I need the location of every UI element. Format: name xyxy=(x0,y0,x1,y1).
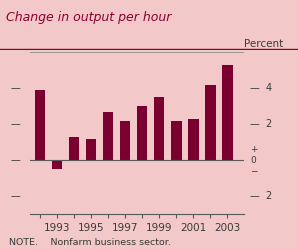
Bar xyxy=(205,85,215,160)
Text: +
0
−: + 0 − xyxy=(250,145,257,175)
Bar xyxy=(222,65,233,160)
Text: —: — xyxy=(10,83,20,93)
Bar xyxy=(35,90,45,160)
Bar xyxy=(137,106,148,160)
Text: —  2: — 2 xyxy=(250,119,272,129)
Bar xyxy=(69,137,79,160)
Bar xyxy=(154,97,164,160)
Bar xyxy=(188,119,198,160)
Text: —  2: — 2 xyxy=(250,191,272,201)
Bar xyxy=(86,139,96,160)
Bar xyxy=(171,121,181,160)
Text: —: — xyxy=(10,191,20,201)
Text: —: — xyxy=(10,155,20,165)
Bar xyxy=(52,160,62,169)
Text: NOTE.  Nonfarm business sector.: NOTE. Nonfarm business sector. xyxy=(9,238,171,247)
Bar xyxy=(120,121,131,160)
Text: —: — xyxy=(10,119,20,129)
Text: —  4: — 4 xyxy=(250,83,272,93)
Text: Change in output per hour: Change in output per hour xyxy=(6,11,171,24)
Text: Percent: Percent xyxy=(244,39,283,49)
Bar xyxy=(103,112,114,160)
